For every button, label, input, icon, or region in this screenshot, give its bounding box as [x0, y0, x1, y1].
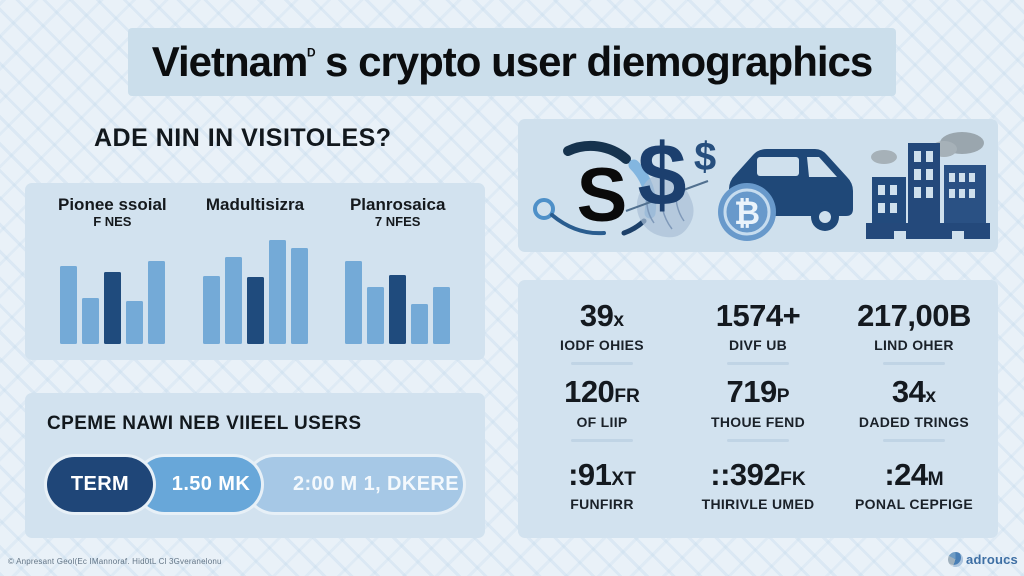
stat-divider: [571, 362, 633, 366]
page-title: Vietnamᴰ s crypto user diemographics: [151, 38, 874, 85]
stat-value: 120FR: [564, 374, 640, 410]
small-dollar-icon: $: [693, 134, 718, 180]
stat-value: 39x: [579, 297, 625, 333]
bar-highlight: [389, 275, 407, 344]
bitcoin-coin-icon: ₿: [718, 183, 776, 241]
stat-value: 719P: [726, 374, 790, 410]
svg-text:S: S: [577, 153, 628, 238]
city-buildings-icon: [866, 132, 990, 239]
bars: [59, 237, 165, 344]
stat-divider: [727, 362, 789, 366]
segmented-progress-bar: TERM 1.50 MK 2:00 M 1, DKERE: [47, 457, 463, 512]
stat-value-suffix: x: [925, 386, 937, 408]
bar: [290, 248, 308, 344]
progress-segment-0: TERM: [47, 457, 153, 512]
stat-value-suffix: FR: [614, 386, 640, 408]
dollar-map-icon: $: [625, 125, 709, 238]
users-panel: CPEME NAWI NEB VIIEEL USERS TERM 1.50 MK 2…: [25, 393, 485, 538]
title-bar: Vietnamᴰ s crypto user diemographics: [128, 28, 896, 96]
bar-group-label: Madultisizra: [205, 195, 305, 214]
stat-label: THOUE FEND: [711, 413, 805, 430]
bar-chart-group: Madultisizra: [184, 195, 327, 344]
bar: [224, 257, 242, 344]
bar-highlight: [246, 277, 264, 344]
bar-chart-group: Planrosaica 7 NFES: [326, 195, 469, 344]
stat-cell: 719P THOUE FEND: [680, 371, 836, 448]
title-superscript: ᴰ: [307, 45, 315, 65]
bar: [367, 287, 385, 344]
stat-label: IODF OHIES: [560, 337, 644, 354]
stat-cell: 1574+ DIVF UB: [680, 294, 836, 371]
bar: [345, 261, 363, 344]
progress-segment-1: 1.50 MK: [137, 457, 261, 512]
stat-cell: 217,00B LIND OHER: [836, 294, 992, 371]
bar: [147, 261, 165, 344]
bar: [411, 304, 429, 344]
section-heading-demographics: ADE NIN IN VISITOLES?: [94, 124, 392, 152]
bar-chart-panel: Pionee ssoial F NES Madultisizra Planrosaic…: [25, 183, 485, 360]
stat-cell: :91XT FUNFIRR: [524, 447, 680, 524]
stat-label: DADED TRINGS: [858, 413, 970, 430]
stats-grid-panel: 39x IODF OHIES 1574+ DIVF UB 217,00B LIND OHE…: [518, 280, 998, 538]
stat-cell: 39x IODF OHIES: [524, 294, 680, 371]
stat-divider: [571, 438, 633, 442]
bar: [125, 301, 143, 344]
bar: [81, 298, 99, 344]
bar: [202, 276, 220, 344]
stat-label: THIRIVLE UMED: [701, 496, 815, 513]
brand-name: adroucs: [966, 552, 1018, 567]
bar-highlight: [103, 272, 121, 344]
stat-cell: :24M PONAL CEPFIGE: [836, 447, 992, 524]
bar-group-label: Planrosaica: [349, 195, 446, 214]
stat-value: 34x: [891, 374, 937, 410]
stat-value: 217,00B: [857, 297, 971, 333]
bar: [268, 240, 286, 344]
stat-value-suffix: x: [613, 309, 625, 331]
stat-cell: 34x DADED TRINGS: [836, 371, 992, 448]
bar-chart-group: Pionee ssoial F NES: [41, 195, 184, 344]
stat-label: PONAL CEPFIGE: [855, 496, 973, 513]
stat-value-suffix: M: [927, 468, 944, 490]
bar: [433, 287, 451, 344]
progress-segment-2: 2:00 M 1, DKERE: [247, 457, 463, 512]
bar-group-label: Pionee ssoial: [58, 195, 167, 214]
stat-label: OF LIIP: [576, 413, 628, 430]
svg-text:₿: ₿: [734, 194, 760, 232]
stat-label: FUNFIRR: [570, 496, 634, 513]
svg-text:$: $: [638, 125, 687, 224]
brand-logo-icon: [948, 552, 964, 567]
users-panel-heading: CPEME NAWI NEB VIIEEL USERS: [47, 413, 362, 434]
stat-value: ::392FK: [710, 456, 806, 492]
stat-value: :91XT: [568, 456, 636, 492]
icons-strip-panel: S $ $ ₿: [518, 119, 998, 252]
stat-value: 1574+: [715, 297, 801, 333]
bar: [59, 266, 77, 344]
stat-cell: 120FR OF LIIP: [524, 371, 680, 448]
bar-group-sublabel: 7 NFES: [374, 213, 421, 229]
stat-label: LIND OHER: [874, 337, 954, 354]
stat-value-suffix: XT: [611, 468, 636, 490]
bar-group-sublabel: F NES: [93, 213, 132, 229]
bars: [345, 237, 451, 344]
copyright-text: © Anpresant Geol(Ec IMannoraf. Hid0tL Cl…: [8, 557, 222, 566]
stat-value-suffix: P: [776, 386, 790, 408]
stat-value: :24M: [884, 456, 944, 492]
stat-label: DIVF UB: [728, 337, 788, 354]
stat-divider: [883, 362, 945, 366]
bars: [202, 237, 308, 344]
stat-divider: [883, 438, 945, 442]
stat-divider: [727, 438, 789, 442]
brand-badge: adroucs: [948, 552, 1018, 567]
stat-value-suffix: FK: [780, 468, 806, 490]
